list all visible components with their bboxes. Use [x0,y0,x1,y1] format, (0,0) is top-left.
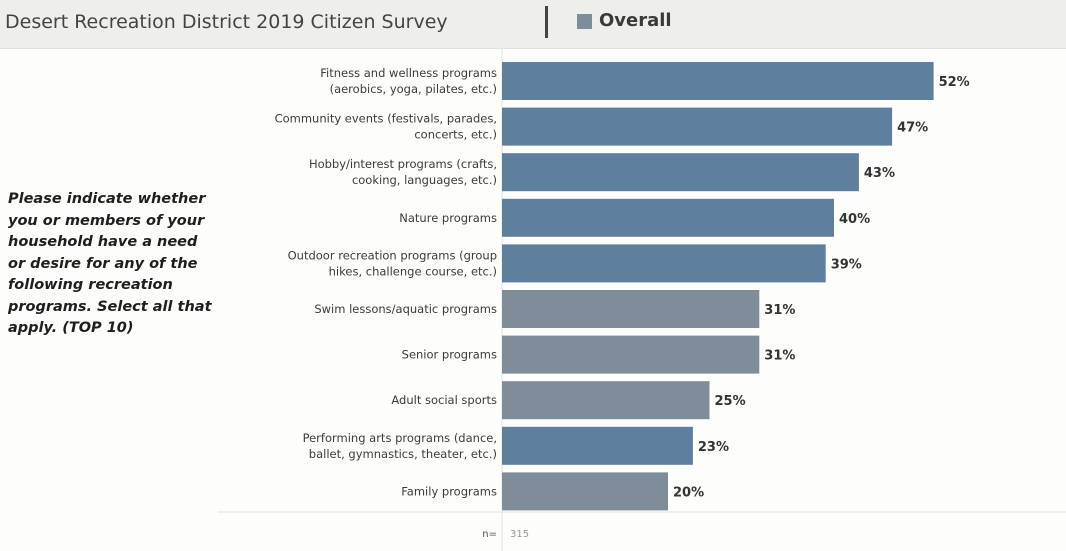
chart-title: Desert Recreation District 2019 Citizen … [5,11,448,33]
value-label: 40% [839,212,870,227]
category-label: Family programs [401,484,497,498]
bar [502,198,834,237]
n-label: n= [482,529,497,540]
category-label: Fitness and wellness programs (aerobics, … [320,66,497,96]
bar [502,244,826,283]
bar [502,290,760,328]
bar [502,62,934,100]
value-label: 23% [698,440,729,455]
legend-label: Overall [599,10,672,31]
chart-header: Desert Recreation District 2019 Citizen … [0,0,1066,49]
category-label: Outdoor recreation programs (group hikes,… [288,248,497,278]
value-label: 25% [715,394,746,409]
n-value: 315 [510,529,529,540]
value-label: 52% [939,75,970,90]
bar-chart: Fitness and wellness programs (aerobics, … [218,48,1066,551]
legend-swatch [577,14,592,29]
category-label: Swim lessons/aquatic programs [314,302,497,316]
category-label: Performing arts programs (dance, ballet, … [303,431,497,461]
question-text: Please indicate whether you or members o… [8,191,212,336]
category-label: Nature programs [399,211,497,225]
bar [502,153,859,192]
bar [502,472,668,511]
value-label: 31% [764,303,795,318]
bar [502,426,693,465]
value-label: 31% [764,349,795,364]
value-label: 43% [864,166,895,181]
value-label: 20% [673,485,704,500]
value-label: 47% [897,121,928,136]
category-label: Adult social sports [391,393,497,407]
category-label: Senior programs [402,348,497,362]
bar [502,107,893,146]
category-label: Hobby/interest programs (crafts, cooking,… [309,157,497,187]
category-label: Community events (festivals, parades, con… [275,112,497,142]
value-label: 39% [831,257,862,272]
header-divider [545,6,548,38]
bar [502,335,760,374]
bar [502,381,710,420]
